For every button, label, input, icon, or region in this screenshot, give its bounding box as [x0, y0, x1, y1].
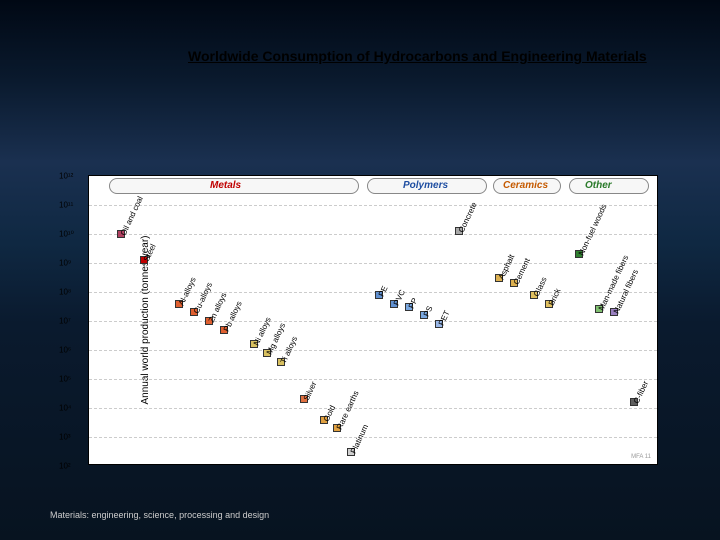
data-label: Glass: [532, 276, 549, 298]
data-label: Cement: [512, 257, 532, 286]
data-label: Non-fuel woods: [577, 203, 609, 257]
data-label: Ti alloys: [279, 334, 299, 364]
chart: Annual world production (tonnes/year) 10…: [88, 175, 658, 465]
watermark: MFA 11: [631, 454, 651, 460]
slide-title: Worldwide Consumption of Hydrocarbons an…: [188, 48, 647, 64]
data-label: Al-alloys: [177, 275, 198, 306]
plot-area: Oil and coalSteelAl-alloysCu-alloysZn al…: [89, 176, 657, 464]
data-label: PET: [437, 309, 452, 327]
data-label: Rare earths: [335, 390, 361, 432]
y-tick: 10⁸: [59, 288, 71, 297]
y-tick: 10¹⁰: [59, 230, 74, 239]
y-tick: 10⁵: [59, 375, 71, 384]
data-label: Steel: [142, 243, 158, 263]
data-label: Platinum: [349, 422, 370, 454]
data-label: Pb alloys: [222, 299, 244, 332]
data-label: Concrete: [457, 201, 479, 234]
data-label: Brick: [547, 287, 563, 307]
data-label: Oil and coal: [119, 195, 145, 237]
y-tick: 10⁷: [59, 317, 71, 326]
y-tick: 10⁶: [59, 346, 71, 355]
y-tick: 10⁹: [59, 259, 71, 268]
y-tick: 10¹¹: [59, 201, 73, 210]
data-label: Gold: [322, 403, 337, 422]
y-tick: 10⁴: [59, 404, 71, 413]
y-tick: 10³: [59, 433, 71, 442]
y-tick: 10²: [59, 462, 71, 471]
data-label: Silver: [302, 380, 319, 402]
y-tick: 10¹²: [59, 172, 73, 181]
data-label: C-fiber: [632, 380, 650, 406]
data-label: PP: [407, 296, 420, 309]
footer-text: Materials: engineering, science, process…: [50, 510, 269, 520]
